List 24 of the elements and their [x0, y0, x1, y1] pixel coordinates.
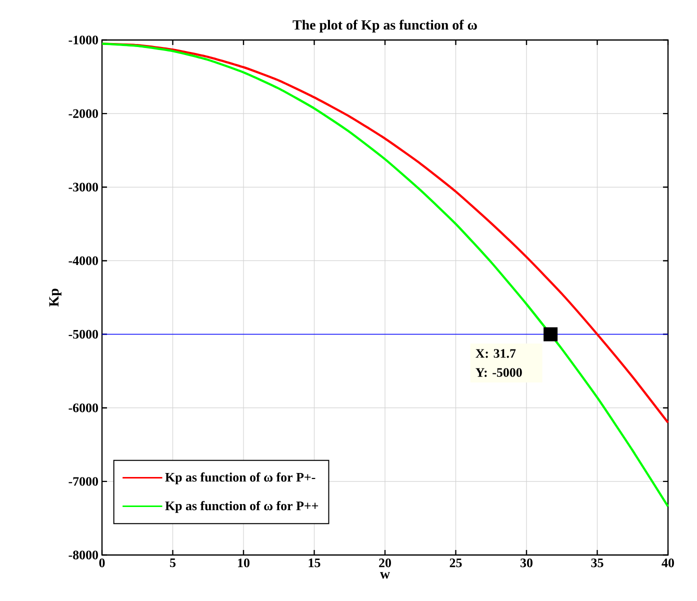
x-tick-label: 0 — [99, 558, 105, 568]
y-tick-label: -2000 — [68, 109, 98, 118]
y-tick-label: -1000 — [68, 36, 98, 44]
y-tick-label: -4000 — [68, 256, 98, 266]
y-tick-label: -8000 — [68, 550, 98, 560]
x-tick-label: 15 — [308, 558, 320, 568]
legend-label: Kp as function of ω for P+- — [165, 472, 316, 484]
y-tick-label: -7000 — [68, 477, 98, 486]
y-axis-title: Kp — [49, 288, 62, 307]
x-tick-label: 30 — [520, 558, 532, 568]
x-tick-label: 40 — [662, 558, 674, 568]
x-tick-label: 10 — [238, 558, 250, 568]
x-tick-label: 25 — [450, 558, 462, 568]
y-tick-label: -3000 — [68, 182, 98, 192]
x-tick-label: 5 — [170, 558, 176, 568]
annotation: Y: -5000 — [476, 368, 522, 377]
annotation: X: 31.7 — [476, 349, 516, 358]
x-tick-label: 35 — [591, 558, 604, 568]
legend-label: Kp as function of ω for P++ — [165, 500, 318, 513]
x-axis-title: w — [380, 572, 390, 579]
y-tick-label: -5000 — [68, 330, 98, 339]
x-tick-label: 20 — [379, 558, 391, 568]
chart-title: The plot of Kp as function of ω — [292, 20, 477, 32]
y-tick-label: -6000 — [68, 403, 98, 412]
